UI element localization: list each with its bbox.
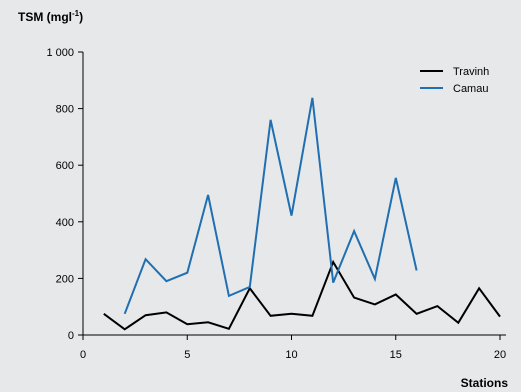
- x-tick-label: 5: [184, 349, 190, 361]
- legend: Travinh Camau: [420, 66, 489, 95]
- x-axis-title: Stations: [461, 376, 509, 390]
- y-tick-label: 800: [56, 104, 74, 116]
- x-tick-label: 10: [285, 349, 297, 361]
- series-line-camau: [123, 97, 418, 315]
- y-axis-title: TSM (mgl-1): [18, 9, 83, 24]
- y-tick-label: 0: [68, 330, 74, 342]
- y-tick-label: 1 000: [46, 47, 74, 59]
- y-tick-label: 200: [56, 273, 74, 285]
- legend-label-travinh: Travinh: [453, 66, 489, 78]
- axes: 0 200 400 600 800 1 000 0 5 10 15 20: [46, 47, 506, 361]
- legend-label-camau: Camau: [453, 83, 488, 95]
- series-layer: [103, 97, 501, 331]
- y-tick-label: 600: [56, 160, 74, 172]
- x-tick-label: 15: [390, 349, 402, 361]
- x-tick-label: 20: [494, 349, 506, 361]
- series-line-travinh: [103, 259, 501, 331]
- x-tick-label: 0: [80, 349, 86, 361]
- y-tick-label: 400: [56, 217, 74, 229]
- y-axis-title-superscript: -1: [72, 9, 80, 18]
